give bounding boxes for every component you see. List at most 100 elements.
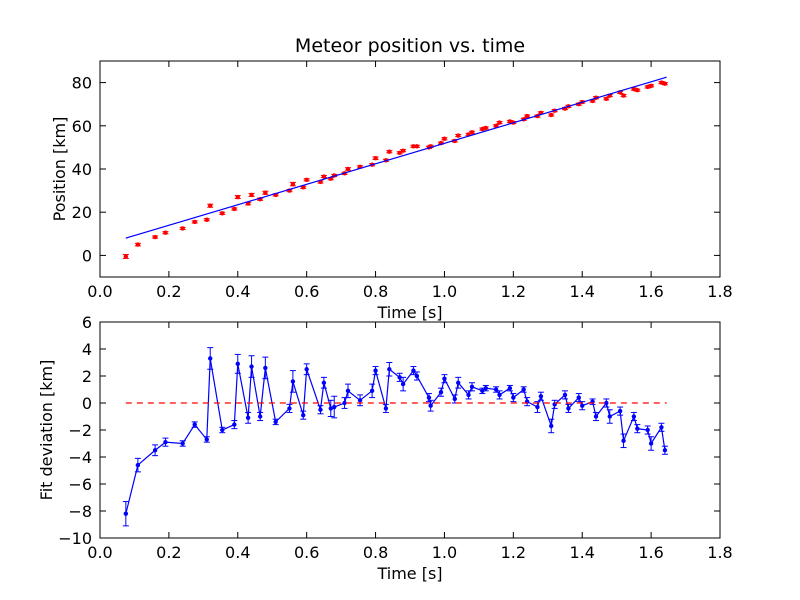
data-point — [456, 133, 461, 138]
data-point — [249, 364, 254, 369]
data-point — [208, 203, 213, 208]
data-point — [232, 206, 237, 212]
y-tick-label: 6 — [82, 313, 92, 332]
chart-title: Meteor position vs. time — [295, 35, 525, 57]
data-point — [387, 149, 392, 154]
data-point — [328, 406, 333, 411]
data-point — [659, 425, 664, 430]
y-tick-label: −10 — [58, 529, 92, 548]
y-axis-ticks: −10 −8 −6 −4 −2 0 2 4 6 — [58, 313, 720, 548]
data-point — [507, 385, 513, 391]
data-point — [645, 427, 650, 433]
data-point — [397, 375, 402, 380]
data-point — [414, 144, 420, 149]
data-point — [604, 96, 609, 102]
x-tick-label: 0.0 — [87, 543, 112, 562]
data-point — [566, 406, 571, 411]
x-tick-label: 1.4 — [569, 543, 594, 562]
y-tick-label: 0 — [82, 394, 92, 413]
data-point — [576, 395, 581, 400]
position-panel: Meteor position vs. time 0.0 0.2 0.4 0.6 0.8… — [50, 35, 733, 322]
data-point — [604, 400, 609, 406]
y-axis-label: Position [km] — [50, 117, 69, 222]
data-point — [232, 422, 237, 427]
data-point — [263, 365, 268, 371]
data-point — [469, 130, 475, 135]
data-point — [204, 437, 209, 442]
data-point — [442, 136, 447, 141]
data-point — [511, 395, 516, 400]
y-tick-label: −4 — [68, 448, 92, 467]
plot-area — [122, 347, 668, 527]
plot-area — [122, 76, 668, 259]
x-tick-label: 1.8 — [707, 543, 732, 562]
x-tick-label: 0.4 — [225, 543, 250, 562]
x-tick-label: 1.8 — [707, 282, 732, 301]
x-tick-label: 0.2 — [156, 282, 181, 301]
data-point — [631, 414, 637, 419]
data-point — [163, 230, 168, 235]
data-point — [220, 427, 225, 433]
x-tick-label: 0.8 — [363, 543, 388, 562]
data-point — [635, 426, 640, 431]
data-point — [290, 379, 296, 384]
data-point — [535, 404, 540, 410]
x-axis-label: Time [s] — [376, 564, 442, 583]
data-point — [593, 414, 599, 419]
x-tick-label: 1.0 — [432, 282, 457, 301]
data-point — [304, 177, 309, 182]
data-point — [480, 388, 485, 394]
y-tick-label: 2 — [82, 367, 92, 386]
data-point — [318, 407, 323, 412]
data-point — [538, 394, 544, 399]
data-point — [369, 388, 375, 394]
data-point — [428, 403, 433, 408]
data-point — [321, 380, 327, 385]
x-tick-label: 1.0 — [432, 543, 457, 562]
data-point — [357, 398, 363, 403]
data-point — [524, 113, 530, 119]
data-point — [549, 112, 554, 118]
data-point — [648, 441, 654, 446]
data-point — [123, 511, 129, 516]
y-tick-label: 20 — [72, 203, 92, 222]
y-tick-label: 60 — [72, 117, 92, 136]
data-point — [507, 119, 513, 124]
fit-line — [125, 76, 667, 239]
x-tick-label: 1.6 — [638, 282, 663, 301]
y-tick-label: −6 — [68, 475, 92, 494]
data-point — [135, 242, 141, 247]
data-point — [273, 419, 278, 425]
y-tick-label: 40 — [72, 160, 92, 179]
data-point — [580, 403, 585, 408]
data-point — [290, 181, 296, 187]
data-point — [235, 194, 240, 200]
data-point — [635, 87, 640, 93]
x-tick-label: 1.6 — [638, 543, 663, 562]
data-point — [400, 148, 406, 153]
x-tick-label: 0.6 — [294, 282, 319, 301]
data-point — [621, 438, 626, 443]
data-point — [192, 219, 197, 225]
data-point — [249, 192, 254, 198]
data-point — [645, 84, 650, 90]
data-point — [400, 381, 406, 387]
y-tick-label: 80 — [72, 74, 92, 93]
data-point — [659, 80, 664, 85]
data-point — [493, 123, 499, 128]
data-point — [135, 462, 141, 468]
data-point — [332, 404, 337, 410]
x-tick-label: 1.2 — [501, 282, 526, 301]
data-point — [466, 392, 471, 398]
y-axis-ticks: 0 20 40 60 80 — [72, 74, 720, 265]
data-point — [438, 390, 444, 395]
x-tick-label: 0.8 — [363, 282, 388, 301]
x-axis-ticks: 0.0 0.2 0.4 0.6 0.8 1.0 1.2 1.4 1.6 1.8 — [87, 322, 733, 562]
data-point — [235, 361, 240, 367]
data-point — [452, 396, 457, 402]
data-point — [483, 385, 488, 391]
data-point — [662, 448, 668, 453]
y-tick-label: 4 — [82, 340, 92, 359]
